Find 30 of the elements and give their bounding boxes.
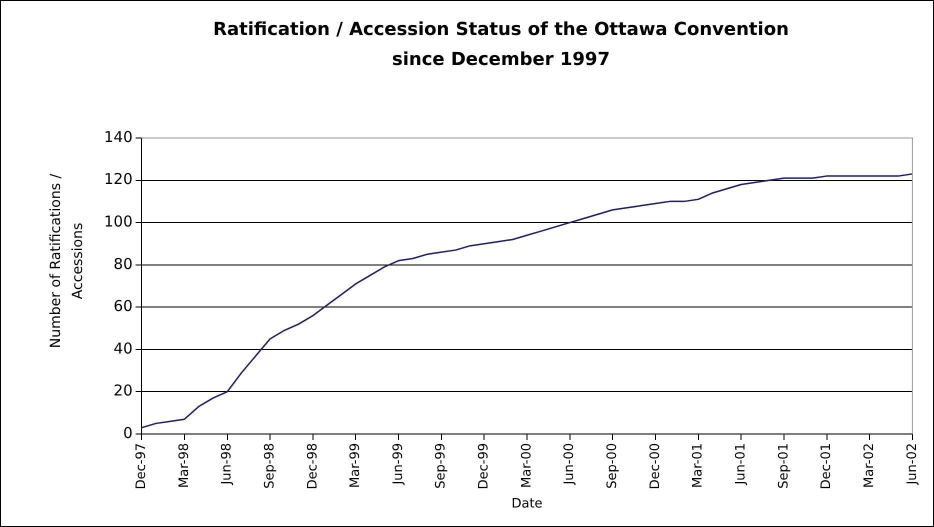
- y-tick-label: 0: [123, 424, 133, 442]
- x-tick-label: Dec-98: [305, 443, 320, 490]
- x-tick-label: Dec-99: [476, 443, 492, 490]
- x-tick-label: Mar-02: [862, 443, 877, 488]
- y-axis-title: Number of Ratifications / Accessions: [47, 172, 87, 350]
- x-tick-label: Sep-98: [262, 443, 278, 489]
- y-tick-label: 60: [114, 297, 133, 316]
- x-tick-label: Jun-99: [390, 443, 406, 486]
- x-tick-label: Dec-97: [134, 443, 150, 490]
- x-tick-label: Dec-00: [648, 443, 663, 490]
- x-tick-label: Sep-01: [776, 443, 792, 489]
- x-tick-label: Jun-98: [220, 443, 235, 486]
- x-tick-label: Sep-99: [434, 443, 449, 489]
- x-tick-label: Jun-00: [562, 443, 578, 486]
- y-tick-label: 140: [104, 128, 133, 146]
- y-tick-label: 40: [114, 339, 133, 358]
- x-tick-label: Jun-02: [904, 443, 920, 486]
- y-tick-label: 120: [104, 170, 133, 188]
- y-tick-label: 80: [114, 254, 133, 273]
- x-tick-label: Dec-01: [819, 443, 834, 490]
- chart-title: Ratification / Accession Status of the Ottawa Convention since December 1997: [212, 18, 790, 72]
- x-tick-label: Sep-00: [605, 443, 620, 489]
- x-tick-label: Mar-01: [690, 443, 706, 488]
- y-tick-label: 100: [104, 212, 133, 230]
- x-tick-label: Mar-00: [519, 443, 534, 488]
- x-tick-label: Mar-98: [176, 443, 192, 488]
- x-tick-label: Mar-99: [348, 443, 364, 488]
- x-axis-title: Date: [511, 496, 543, 512]
- x-tick-label: Jun-01: [733, 443, 748, 486]
- y-tick-label: 20: [114, 382, 133, 400]
